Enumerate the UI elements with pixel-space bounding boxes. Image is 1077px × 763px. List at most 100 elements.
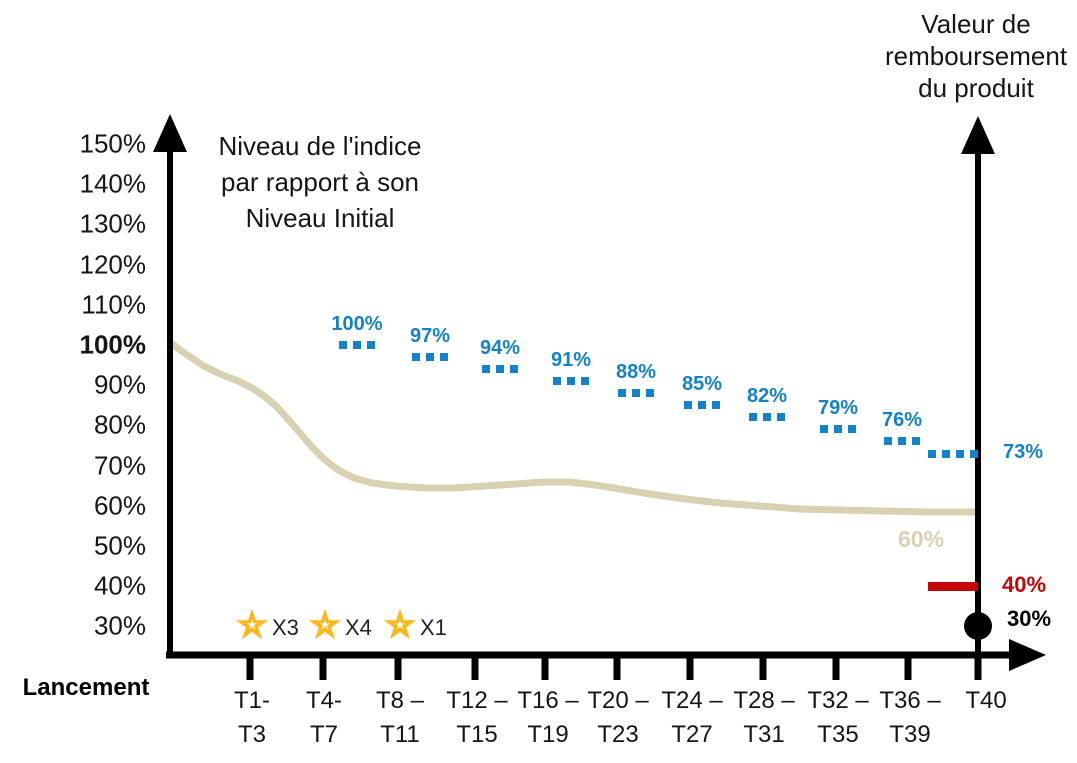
barrier-marker-dots (749, 413, 785, 422)
star-icon: ★ ★ (378, 603, 422, 649)
barrier-marker-label: 73% (1003, 440, 1044, 463)
x-axis-period-label: T24 – T27 (661, 687, 723, 748)
barrier-marker-dots (339, 341, 375, 349)
star-icon: ★ ★ (303, 603, 347, 649)
star-count-label: X4 (345, 615, 372, 640)
y-axis-tick-label: 30% (93, 610, 146, 641)
barrier-dot (820, 425, 828, 434)
star-icon: ★ ★ (230, 603, 274, 649)
barrier-dot (848, 425, 856, 434)
barrier-dot (440, 353, 448, 362)
x-axis-period-label: T12 – T15 (446, 687, 508, 748)
barrier-marker-dots (618, 389, 654, 398)
barrier-dot (496, 365, 504, 374)
barrier-dot (339, 341, 347, 349)
star-inner-glyph: ★ (319, 616, 331, 632)
barrier-marker-dots (928, 449, 978, 458)
barrier-marker-label: 97% (409, 325, 451, 348)
x-axis-period-label: T40 (965, 687, 1007, 714)
redemption-axis-title: Valeur de remboursement du produit (885, 8, 1067, 104)
y-axis-tick-label: 100% (79, 329, 147, 360)
star-count-label: X1 (420, 615, 447, 640)
barrier-dot (412, 353, 420, 362)
barrier-dot (632, 389, 640, 398)
final-value-label: 30% (1007, 606, 1052, 632)
barrier-dot (970, 449, 978, 458)
star-glyph: ★ (306, 601, 344, 648)
y-axis-tick-label: 90% (93, 369, 146, 400)
y-axis-tick-label: 110% (81, 289, 146, 320)
barrier-marker-label: 94% (479, 337, 521, 360)
x-axis-period-label: T20 – T23 (587, 687, 649, 748)
star-inner-glyph: ★ (394, 616, 406, 632)
barrier-dot (898, 437, 906, 446)
barrier-dot (928, 449, 936, 458)
barrier-dot (367, 341, 375, 349)
barrier-dot (942, 449, 950, 458)
star-glyph: ★ (381, 601, 419, 648)
barrier-marker-label: 82% (746, 385, 788, 408)
redemption-axis-arrowhead-icon (961, 116, 995, 154)
y-axis-tick-label: 50% (93, 530, 146, 561)
barrier-dot (567, 377, 575, 386)
x-axis-arrowhead-icon (1009, 639, 1046, 671)
barrier-dot (581, 377, 589, 386)
y-axis-tick-label: 140% (79, 168, 147, 199)
final-value-dot (964, 612, 992, 641)
barrier-marker-label: 76% (881, 409, 923, 432)
barrier-dot (553, 377, 561, 386)
index-curve-final-label: 60% (898, 525, 945, 552)
barrier-marker-dots (412, 353, 448, 362)
index-axis-title-line: par rapport à son (220, 167, 420, 197)
y-axis-arrowhead-icon (153, 114, 187, 152)
barrier-dot (834, 425, 842, 434)
barrier-marker-label: 88% (615, 361, 657, 384)
barrier-marker-dots (684, 401, 720, 410)
barrier-marker-dots (884, 437, 920, 446)
y-axis-tick-label: 80% (93, 409, 146, 440)
barrier-dot (884, 437, 892, 446)
barrier-dot (912, 437, 920, 446)
barrier-dot (712, 401, 720, 410)
barrier-dot (646, 389, 654, 398)
x-axis-ticks (246, 655, 982, 680)
barrier-dot (698, 401, 706, 410)
barrier-marker-dots (553, 377, 589, 386)
barrier-dot (618, 389, 626, 398)
barrier-dot (777, 413, 785, 422)
red-level-label: 40% (1002, 572, 1047, 598)
y-axis-tick-label: 130% (79, 208, 147, 239)
index-axis-title: Niveau de l'indice par rapport à son Niv… (219, 128, 422, 236)
barrier-dot (353, 341, 361, 349)
barrier-marker-dots (482, 365, 518, 374)
index-axis-title-line: Niveau de l'indice (218, 131, 422, 161)
y-axis-tick-label: 60% (93, 490, 146, 521)
redemption-axis-title-line: Valeur de (921, 9, 1031, 39)
index-level-curve (168, 340, 982, 516)
star-count-label: X3 (272, 615, 299, 640)
y-axis-tick-label: 120% (79, 249, 147, 280)
star-inner-glyph: ★ (246, 616, 258, 632)
star-glyph: ★ (233, 601, 271, 648)
origin-label: Lancement (22, 674, 150, 701)
redemption-axis-title-line: remboursement (884, 41, 1068, 71)
x-axis-period-label: T1- T3 (234, 687, 270, 748)
x-axis-period-label: T36 – T39 (879, 687, 941, 748)
barrier-dot (510, 365, 518, 374)
barrier-dot (684, 401, 692, 410)
x-axis-period-label: T8 – T11 (375, 687, 425, 748)
barrier-dot (482, 365, 490, 374)
index-axis-title-line: Niveau Initial (245, 203, 395, 233)
barrier-marker-dots (820, 425, 856, 434)
barrier-dot (749, 413, 757, 422)
x-axis-period-label: T16 – T19 (517, 687, 579, 748)
barrier-dot (426, 353, 434, 362)
x-axis-period-label: T4- T7 (306, 687, 342, 748)
barrier-marker-label: 91% (550, 349, 592, 372)
redemption-axis-title-line: du produit (918, 73, 1034, 103)
y-axis-tick-label: 40% (93, 570, 146, 601)
barrier-dot (763, 413, 771, 422)
barrier-marker-label: 100% (331, 313, 383, 335)
